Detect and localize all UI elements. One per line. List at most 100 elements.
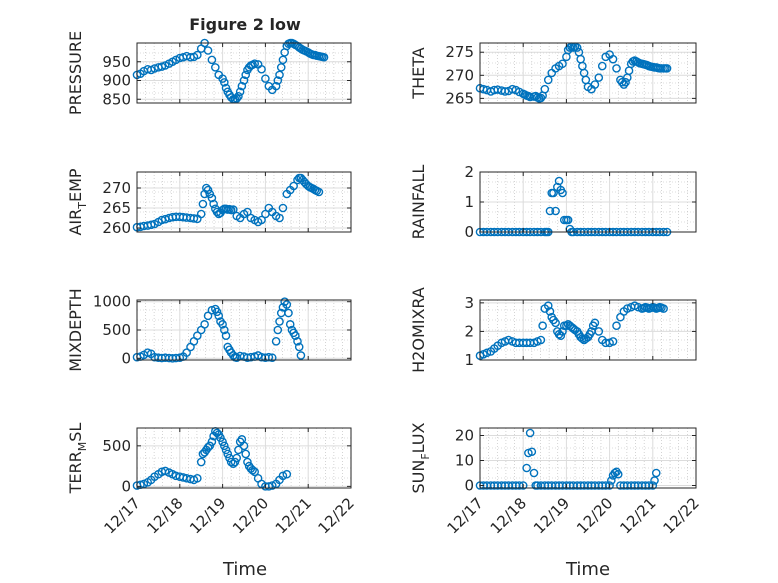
- data-point: [257, 215, 266, 225]
- figure-title: Figure 2 low: [189, 15, 301, 34]
- axes-mixdepth: 0 500 1000 MIXDEPTH: [66, 288, 352, 372]
- data-point: [563, 215, 573, 225]
- data-point: [605, 481, 614, 490]
- y-axis-label-subscript: F: [419, 453, 432, 459]
- y-axis-label-subscript: M: [76, 442, 89, 452]
- data-point: [319, 52, 329, 62]
- data-point: [193, 473, 202, 483]
- axes-terr_msl: 0 500 12/17 12/18 12/19 12/20 12/21 12/22 TERRMS…: [66, 423, 358, 538]
- data-point: [612, 321, 621, 331]
- data-point: [282, 300, 292, 309]
- axes-box: [136, 171, 352, 233]
- y-tick-label: 1000: [93, 293, 131, 311]
- y-axis-label: AIRTEMP: [66, 168, 89, 235]
- data-point: [146, 220, 156, 230]
- data-point: [193, 50, 202, 60]
- data-point: [230, 457, 240, 467]
- data-point: [291, 331, 300, 340]
- y-tick-label: 2: [464, 322, 474, 340]
- data-point: [608, 54, 618, 64]
- y-axis-label: H2OMIXRA: [409, 287, 428, 373]
- data-point: [294, 342, 304, 352]
- data-point: [193, 331, 202, 340]
- data-point: [237, 81, 247, 91]
- data-point: [590, 80, 600, 89]
- x-tick-label: 12/21: [272, 494, 315, 537]
- data-point: [572, 43, 582, 52]
- y-tick-label: 2: [464, 163, 474, 181]
- data-point: [239, 441, 249, 451]
- axes-box: [479, 42, 697, 104]
- data-point: [160, 466, 170, 476]
- data-point: [508, 84, 517, 94]
- y-axis-label: RAINFALL: [409, 165, 428, 240]
- data-point: [239, 76, 249, 85]
- data-point: [241, 449, 251, 459]
- data-point: [607, 476, 616, 485]
- data-point: [221, 331, 231, 340]
- data-point: [551, 206, 560, 216]
- data-point: [200, 320, 209, 329]
- data-point: [314, 187, 324, 197]
- data-point: [289, 181, 298, 191]
- data-point: [545, 307, 555, 316]
- data-point: [662, 64, 672, 73]
- data-point: [267, 353, 277, 363]
- x-tick-label: 12/17: [444, 494, 487, 537]
- y-axis-label-part: SUN: [409, 460, 428, 494]
- y-tick-label: 260: [102, 219, 131, 237]
- data-point: [518, 481, 528, 490]
- data-point: [651, 468, 661, 478]
- data-point: [543, 301, 553, 311]
- x-tick-label: 12/18: [487, 494, 530, 537]
- data-point: [500, 87, 510, 96]
- data-point: [207, 55, 217, 65]
- data-point: [203, 185, 213, 195]
- y-axis-label: SUNFLUX: [409, 422, 432, 493]
- data-point: [267, 481, 277, 490]
- data-point: [276, 63, 286, 72]
- data-point: [211, 63, 220, 72]
- x-tick-label: 12/17: [101, 494, 144, 537]
- data-point: [659, 304, 668, 313]
- data-point: [619, 80, 629, 89]
- data-point: [578, 61, 587, 71]
- x-tick-label: 12/22: [315, 494, 358, 537]
- y-axis-label-subscript: T: [76, 202, 89, 210]
- data-point: [558, 327, 567, 336]
- data-point: [223, 449, 233, 459]
- y-tick-label: 850: [102, 90, 131, 108]
- data-point: [608, 337, 618, 346]
- data-point: [525, 428, 535, 438]
- data-point: [220, 325, 229, 335]
- data-point: [220, 78, 229, 87]
- data-point: [189, 214, 199, 223]
- data-point: [228, 205, 238, 214]
- data-point: [543, 75, 553, 85]
- x-tick-label: 12/22: [660, 494, 703, 537]
- y-tick-label: 270: [445, 66, 474, 84]
- data-point: [529, 468, 539, 478]
- data-point: [538, 321, 547, 331]
- data-point: [273, 325, 283, 335]
- x-tick-label: 12/21: [616, 494, 659, 537]
- data-point: [554, 176, 564, 186]
- data-point: [275, 213, 284, 223]
- data-point: [250, 59, 259, 68]
- data-point: [545, 206, 555, 216]
- data-point: [648, 481, 658, 490]
- data-point: [278, 55, 288, 65]
- data-point: [232, 94, 242, 103]
- y-axis-label-part: EMP: [66, 168, 85, 202]
- data-point: [203, 443, 213, 452]
- data-point: [243, 457, 252, 467]
- x-axis-label-right: Time: [565, 559, 610, 580]
- data-point: [196, 457, 206, 467]
- data-point: [203, 46, 213, 55]
- data-point: [578, 334, 587, 343]
- data-point: [594, 73, 604, 82]
- x-tick-label: 12/18: [143, 494, 186, 537]
- data-point: [558, 188, 567, 198]
